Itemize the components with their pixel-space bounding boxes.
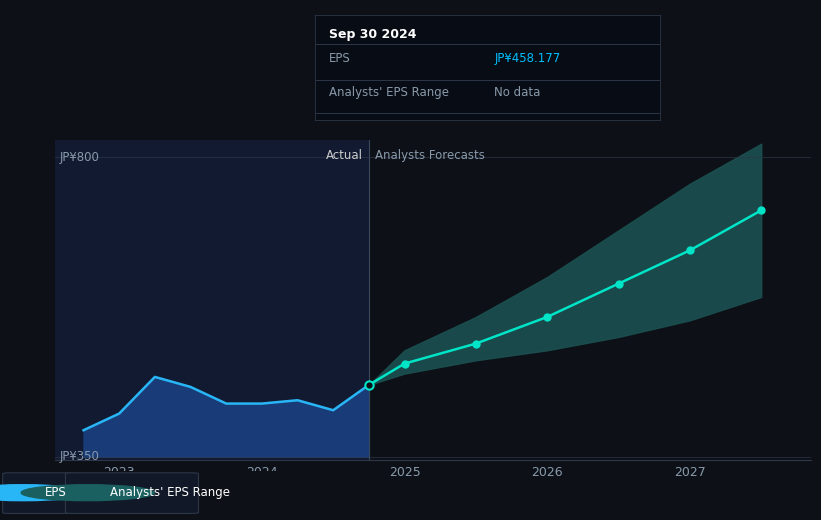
- Text: EPS: EPS: [328, 52, 351, 65]
- Text: Actual: Actual: [326, 149, 363, 162]
- Text: JP¥350: JP¥350: [59, 450, 99, 463]
- Text: Analysts' EPS Range: Analysts' EPS Range: [110, 486, 230, 499]
- FancyBboxPatch shape: [66, 473, 199, 513]
- Text: JP¥800: JP¥800: [59, 151, 99, 164]
- Text: Sep 30 2024: Sep 30 2024: [328, 28, 416, 41]
- Text: EPS: EPS: [45, 486, 67, 499]
- Text: No data: No data: [494, 86, 541, 99]
- Bar: [55, 140, 369, 460]
- Text: Analysts Forecasts: Analysts Forecasts: [374, 149, 484, 162]
- Circle shape: [0, 485, 89, 501]
- Text: Analysts' EPS Range: Analysts' EPS Range: [328, 86, 449, 99]
- Text: JP¥458.177: JP¥458.177: [494, 52, 561, 65]
- FancyBboxPatch shape: [2, 473, 75, 513]
- Circle shape: [21, 485, 154, 501]
